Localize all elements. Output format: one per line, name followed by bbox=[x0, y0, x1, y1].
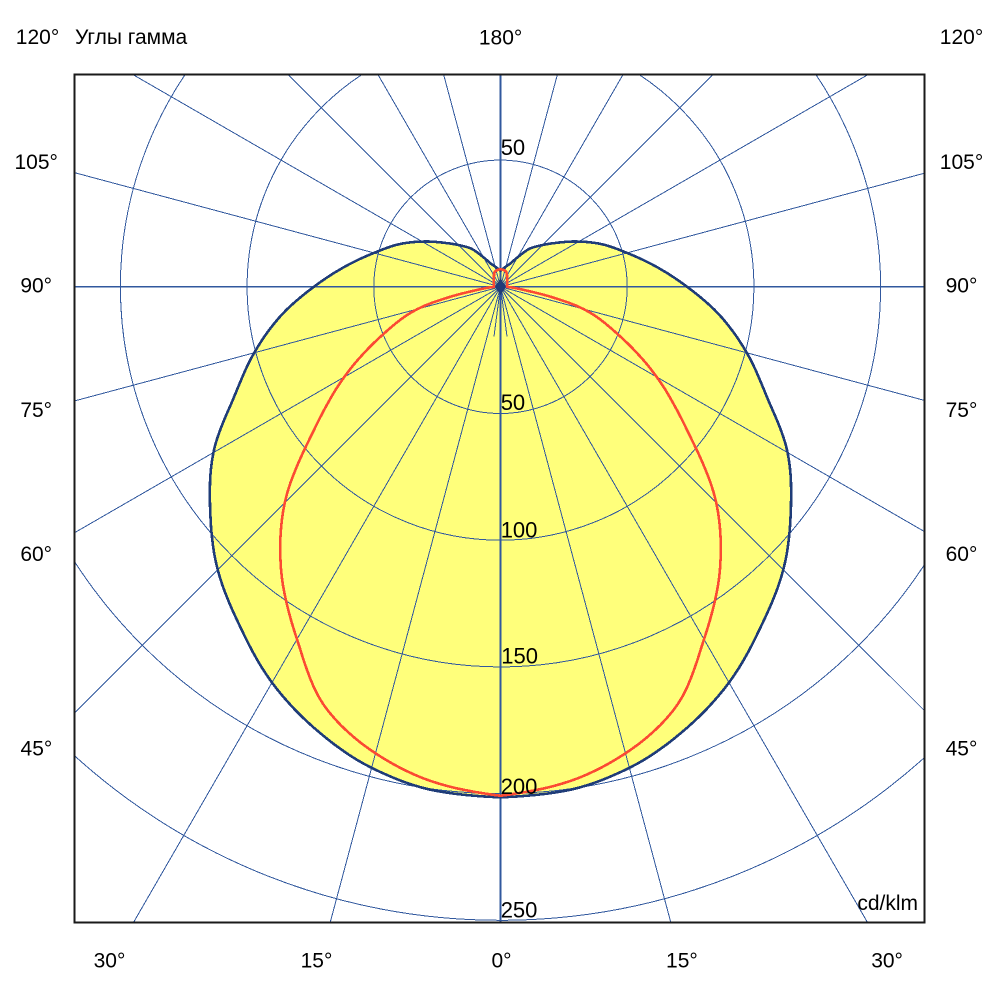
svg-text:105°: 105° bbox=[14, 151, 57, 174]
svg-text:75°: 75° bbox=[946, 399, 978, 422]
svg-text:100: 100 bbox=[501, 518, 538, 543]
svg-text:Углы гамма: Углы гамма bbox=[75, 26, 188, 49]
svg-text:150: 150 bbox=[501, 644, 538, 669]
svg-text:200: 200 bbox=[501, 774, 538, 799]
svg-text:30°: 30° bbox=[871, 950, 903, 973]
svg-text:60°: 60° bbox=[946, 543, 978, 566]
svg-text:180°: 180° bbox=[479, 27, 522, 50]
svg-text:45°: 45° bbox=[946, 738, 978, 761]
svg-text:120°: 120° bbox=[940, 26, 983, 49]
svg-text:90°: 90° bbox=[20, 275, 52, 298]
svg-text:30°: 30° bbox=[94, 950, 126, 973]
svg-text:90°: 90° bbox=[946, 275, 978, 298]
svg-text:15°: 15° bbox=[301, 950, 333, 973]
svg-text:60°: 60° bbox=[20, 543, 52, 566]
svg-text:75°: 75° bbox=[20, 399, 52, 422]
svg-text:cd/klm: cd/klm bbox=[857, 892, 918, 915]
svg-text:0°: 0° bbox=[491, 950, 511, 973]
svg-text:250: 250 bbox=[501, 898, 538, 923]
svg-text:45°: 45° bbox=[21, 738, 53, 761]
svg-text:105°: 105° bbox=[940, 151, 983, 174]
svg-text:15°: 15° bbox=[666, 950, 698, 973]
svg-text:120°: 120° bbox=[16, 26, 59, 49]
svg-text:50: 50 bbox=[501, 135, 525, 160]
svg-text:50: 50 bbox=[501, 390, 525, 415]
